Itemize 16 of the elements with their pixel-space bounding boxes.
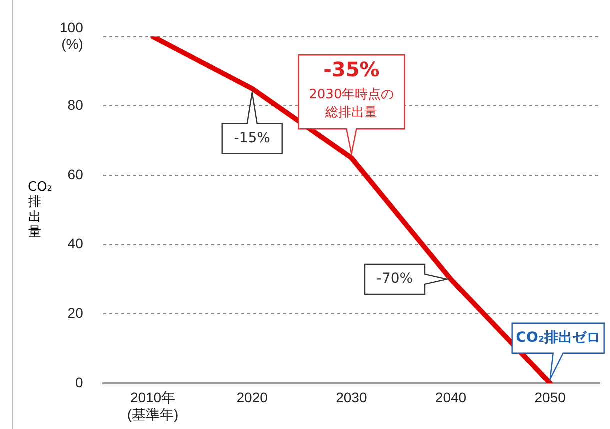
y-tick-label: 20 bbox=[68, 304, 84, 321]
x-tick-label: 2040 bbox=[435, 390, 467, 406]
y-tick-label: 100 (%) bbox=[60, 19, 84, 52]
y-tick-label: 0 bbox=[76, 374, 84, 390]
x-tick-label: 2050 bbox=[534, 390, 566, 406]
y-tick-label: 60 bbox=[68, 166, 84, 182]
annotation: CO₂排出ゼロ bbox=[516, 330, 600, 346]
x-tick-label: 2030 bbox=[336, 390, 368, 406]
annotation: -35% 2030年時点の総排出量 bbox=[309, 57, 394, 120]
x-tick-label: 2020 bbox=[236, 390, 268, 406]
y-axis-title: CO₂排出量 bbox=[28, 180, 53, 240]
annotation: -70% bbox=[376, 271, 414, 288]
x-tick-label: 2010年 (基準年) bbox=[127, 390, 179, 422]
y-tick-label: 40 bbox=[68, 236, 84, 252]
y-tick-label: 80 bbox=[68, 96, 84, 113]
annotation: -15% bbox=[234, 130, 270, 146]
